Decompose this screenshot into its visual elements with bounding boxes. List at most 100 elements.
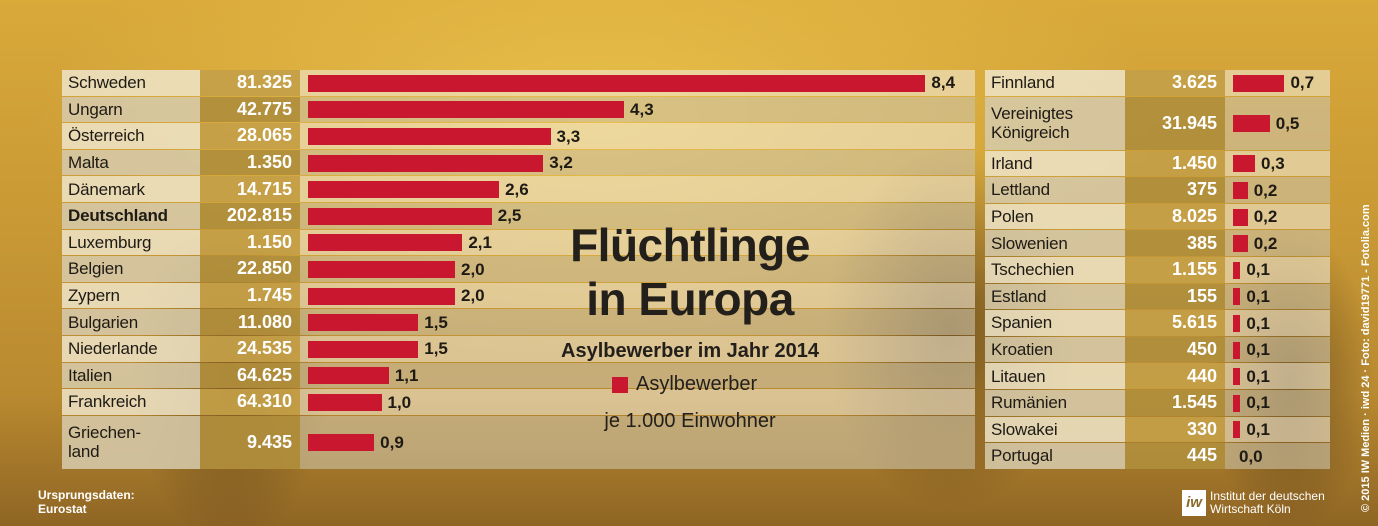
value-label: 0,0 [1239,447,1263,467]
category-label: Tschechien [985,257,1125,283]
category-label: Slowenien [985,230,1125,256]
count-label: 440 [1125,363,1225,389]
infographic: Ursprungsdaten: Eurostat © 2015 IW Medie… [0,0,1378,526]
value-label: 1,5 [424,339,448,359]
count-label: 375 [1125,177,1225,203]
category-label: Irland [985,151,1125,177]
category-label: Österreich [62,123,200,149]
value-label: 0,1 [1246,420,1270,440]
bar [308,75,925,92]
category-label: Frankreich [62,389,200,415]
bar-track [1225,310,1330,336]
bar-track [1225,390,1330,416]
count-label: 28.065 [200,123,300,149]
value-label: 8,4 [931,73,955,93]
logo-icon: iw [1182,490,1206,516]
value-label: 3,3 [557,127,581,147]
category-label: Litauen [985,363,1125,389]
category-label: Kroatien [985,337,1125,363]
value-label: 0,1 [1246,367,1270,387]
bar [308,314,418,331]
count-label: 1.350 [200,150,300,176]
bar [308,155,543,172]
bar [1233,115,1270,132]
category-label: Portugal [985,443,1125,469]
category-label: Malta [62,150,200,176]
bar [1233,262,1240,279]
bar [1233,342,1240,359]
category-label: Bulgarien [62,309,200,335]
category-label: Ungarn [62,97,200,123]
value-label: 0,1 [1246,340,1270,360]
source: Ursprungsdaten: Eurostat [38,488,135,516]
bar [308,261,455,278]
category-label: Zypern [62,283,200,309]
category-label: Niederlande [62,336,200,362]
value-label: 2,6 [505,180,529,200]
count-label: 1.150 [200,230,300,256]
category-label: Finnland [985,70,1125,96]
count-label: 155 [1125,284,1225,310]
count-label: 24.535 [200,336,300,362]
value-label: 4,3 [630,100,654,120]
count-label: 3.625 [1125,70,1225,96]
value-label: 0,2 [1254,234,1278,254]
value-label: 0,1 [1246,314,1270,334]
count-label: 31.945 [1125,97,1225,150]
bar [308,394,382,411]
category-label: Vereinigtes Königreich [985,97,1125,150]
legend-swatch [612,377,628,393]
bar [308,288,455,305]
bar [308,434,374,451]
category-label: Slowakei [985,417,1125,443]
bar [1233,288,1240,305]
count-label: 64.310 [200,389,300,415]
bar [308,208,492,225]
value-label: 0,7 [1290,73,1314,93]
count-label: 9.435 [200,416,300,469]
count-label: 11.080 [200,309,300,335]
count-label: 1.745 [200,283,300,309]
bar-track [1225,363,1330,389]
value-label: 0,9 [380,433,404,453]
value-label: 2,0 [461,286,485,306]
value-label: 0,1 [1246,260,1270,280]
value-label: 1,0 [388,393,412,413]
value-label: 0,5 [1276,114,1300,134]
bar [1233,315,1240,332]
value-label: 0,1 [1246,287,1270,307]
value-label: 2,1 [468,233,492,253]
count-label: 81.325 [200,70,300,96]
bar [308,367,389,384]
bar [1233,182,1248,199]
bar-track [1225,257,1330,283]
value-label: 3,2 [549,153,573,173]
count-label: 1.450 [1125,151,1225,177]
credit: © 2015 IW Medien · iwd 24 · Foto: david1… [1360,204,1372,512]
bar [308,181,499,198]
bar [1233,368,1240,385]
category-label: Griechen- land [62,416,200,469]
count-label: 8.025 [1125,204,1225,230]
count-label: 385 [1125,230,1225,256]
logo-text: Institut der deutschen Wirtschaft Köln [1210,490,1325,516]
bar [1233,155,1255,172]
category-label: Polen [985,204,1125,230]
bar-track [1225,337,1330,363]
bar [1233,75,1284,92]
value-label: 0,3 [1261,154,1285,174]
category-label: Schweden [62,70,200,96]
chart-title: Flüchtlinge in Europa [490,218,890,326]
count-label: 202.815 [200,203,300,229]
category-label: Estland [985,284,1125,310]
count-label: 64.625 [200,363,300,389]
category-label: Deutschland [62,203,200,229]
category-label: Italien [62,363,200,389]
bar-track [1225,417,1330,443]
bar [308,341,418,358]
legend-note: je 1.000 Einwohner [490,410,890,433]
chart-subtitle: Asylbewerber im Jahr 2014 [490,340,890,363]
count-label: 1.545 [1125,390,1225,416]
category-label: Belgien [62,256,200,282]
count-label: 42.775 [200,97,300,123]
